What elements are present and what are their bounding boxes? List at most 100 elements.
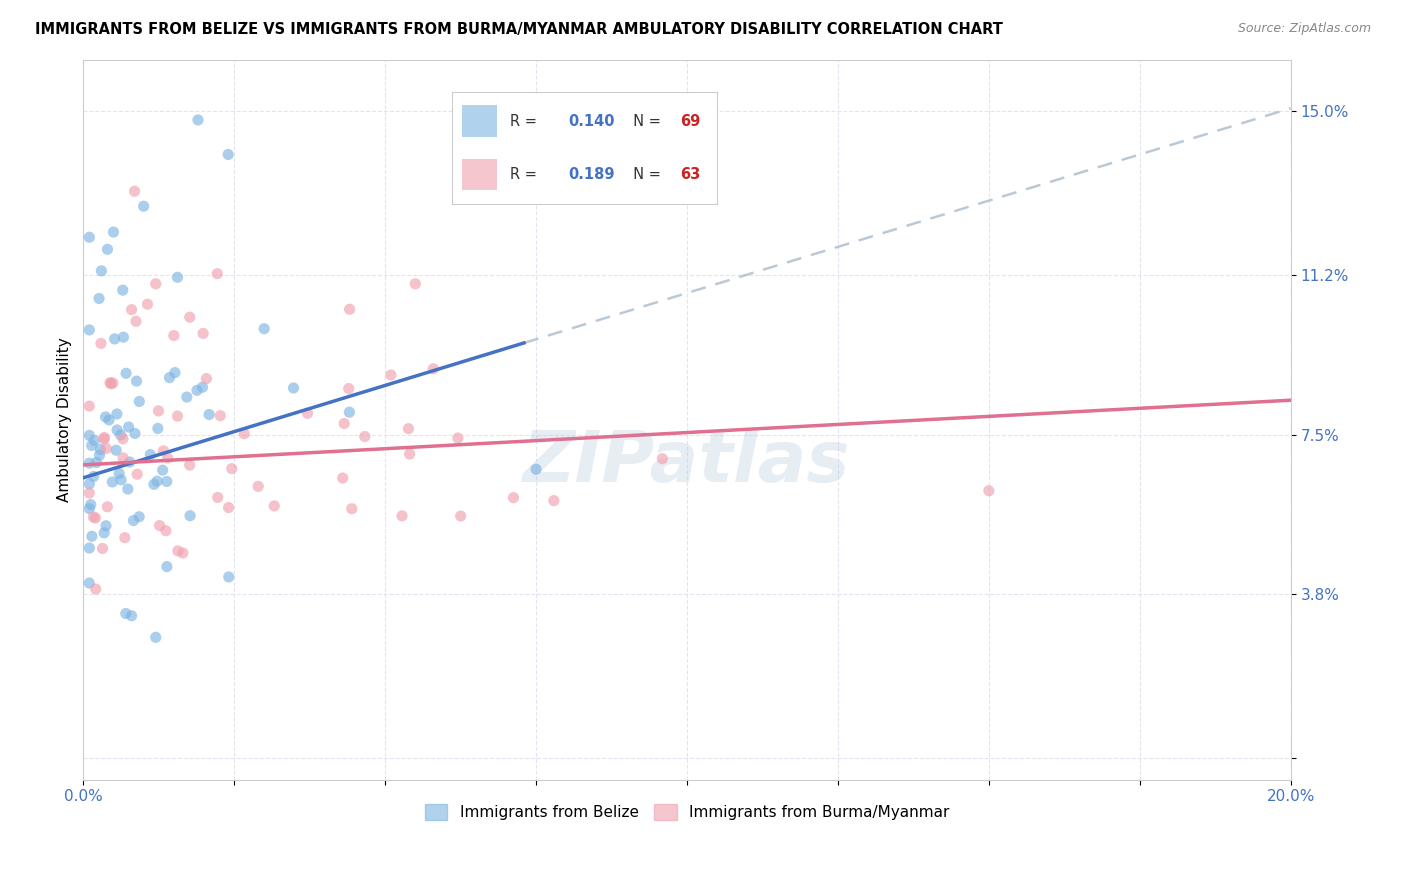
Point — [125, 374, 148, 388]
Point — [100, 376, 122, 391]
Point — [191, 380, 214, 394]
Y-axis label: Ambulatory Disability: Ambulatory Disability — [58, 337, 72, 502]
Point — [186, 384, 208, 398]
Point — [247, 479, 270, 493]
Point — [447, 431, 470, 445]
Point — [422, 361, 444, 376]
Point — [96, 242, 118, 256]
Point — [380, 368, 402, 382]
Point — [977, 483, 1000, 498]
Point — [404, 277, 426, 291]
Point — [79, 230, 101, 244]
Point — [398, 422, 420, 436]
Point — [101, 475, 124, 489]
Point — [83, 434, 105, 448]
Point — [87, 292, 110, 306]
Point — [148, 518, 170, 533]
Text: IMMIGRANTS FROM BELIZE VS IMMIGRANTS FROM BURMA/MYANMAR AMBULATORY DISABILITY CO: IMMIGRANTS FROM BELIZE VS IMMIGRANTS FRO… — [35, 22, 1002, 37]
Point — [176, 390, 198, 404]
Point — [332, 471, 354, 485]
Point — [79, 428, 101, 442]
Point — [217, 147, 239, 161]
Point — [105, 443, 128, 458]
Point — [94, 518, 117, 533]
Point — [139, 448, 162, 462]
Point — [90, 264, 112, 278]
Point — [132, 199, 155, 213]
Point — [136, 297, 159, 311]
Point — [91, 541, 114, 556]
Point — [122, 514, 145, 528]
Point — [104, 332, 127, 346]
Point — [179, 458, 201, 472]
Point — [398, 447, 420, 461]
Point — [112, 450, 135, 465]
Point — [79, 541, 101, 555]
Point — [156, 450, 179, 465]
Point — [117, 482, 139, 496]
Point — [124, 184, 146, 198]
Point — [94, 409, 117, 424]
Point — [156, 559, 179, 574]
Point — [218, 570, 240, 584]
Point — [651, 451, 673, 466]
Point — [98, 413, 121, 427]
Point — [340, 501, 363, 516]
Point — [128, 394, 150, 409]
Point — [543, 493, 565, 508]
Point — [89, 442, 111, 457]
Point — [152, 463, 174, 477]
Point — [297, 406, 319, 420]
Point — [146, 421, 169, 435]
Point — [172, 546, 194, 560]
Point — [198, 408, 221, 422]
Point — [337, 382, 360, 396]
Point — [179, 508, 201, 523]
Point — [93, 430, 115, 444]
Point — [111, 432, 134, 446]
Point — [146, 474, 169, 488]
Point — [128, 509, 150, 524]
Point — [105, 423, 128, 437]
Point — [112, 330, 135, 344]
Point — [79, 399, 101, 413]
Text: Source: ZipAtlas.com: Source: ZipAtlas.com — [1237, 22, 1371, 36]
Point — [101, 376, 124, 390]
Point — [118, 455, 141, 469]
Point — [145, 630, 167, 644]
Point — [79, 456, 101, 470]
Point — [89, 448, 111, 462]
Point — [79, 501, 101, 516]
Point — [121, 302, 143, 317]
Point — [207, 267, 229, 281]
Point — [163, 328, 186, 343]
Point — [79, 486, 101, 500]
Point — [83, 469, 105, 483]
Point — [90, 336, 112, 351]
Point — [127, 467, 149, 482]
Point — [93, 432, 115, 446]
Point — [98, 376, 121, 390]
Point — [167, 544, 190, 558]
Point — [114, 607, 136, 621]
Point — [353, 429, 375, 443]
Point — [218, 500, 240, 515]
Point — [121, 608, 143, 623]
Point — [79, 323, 101, 337]
Point — [191, 326, 214, 341]
Point — [110, 428, 132, 442]
Point — [143, 477, 166, 491]
Point — [93, 525, 115, 540]
Point — [156, 475, 179, 489]
Point — [333, 417, 356, 431]
Point — [207, 491, 229, 505]
Point — [110, 473, 132, 487]
Point — [233, 426, 256, 441]
Point — [103, 225, 125, 239]
Point — [80, 438, 103, 452]
Point — [450, 509, 472, 524]
Point — [117, 420, 139, 434]
Point — [166, 409, 188, 423]
Text: ZIPatlas: ZIPatlas — [523, 428, 851, 498]
Point — [80, 529, 103, 543]
